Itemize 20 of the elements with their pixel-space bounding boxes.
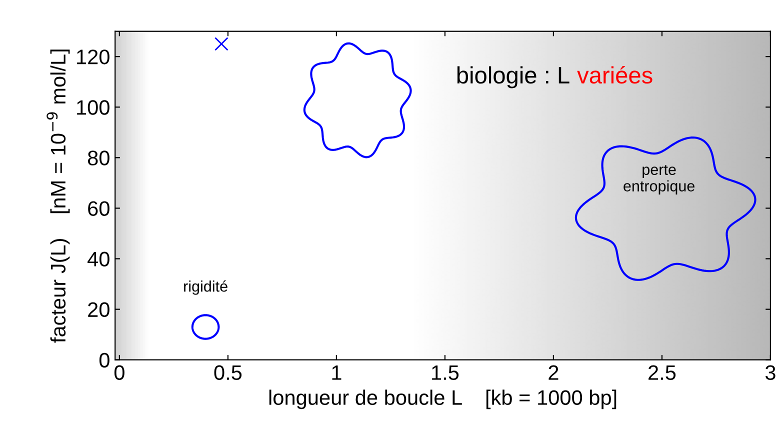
annotation: rigidité xyxy=(184,280,228,295)
x-axis-title: longueur de boucle L [kb = 1000 bp] xyxy=(269,390,616,410)
x-tick-label: 1.5 xyxy=(432,365,459,380)
y-axis-title: facteur J(L) [nM = 10$^{−9}$ mol/L] xyxy=(46,50,70,343)
annotation: biologie : L xyxy=(457,66,570,88)
y-tick-label: 80 xyxy=(88,150,110,166)
x-tick-label: 2 xyxy=(548,365,558,380)
y-tick-label: 0 xyxy=(99,352,110,368)
x-tick-label: 3 xyxy=(765,365,776,380)
x-tick-label: 0.5 xyxy=(214,365,242,380)
y-tick-label: 100 xyxy=(77,100,110,115)
x-tick-label: 2.5 xyxy=(648,365,676,380)
annotation: perte entropique xyxy=(624,164,694,194)
y-tick-label: 20 xyxy=(88,302,110,318)
y-tick-label: 60 xyxy=(88,201,110,216)
y-tick-label: 40 xyxy=(88,252,110,266)
x-tick-label: 1 xyxy=(332,365,342,380)
y-tick-label: 120 xyxy=(77,50,110,64)
annotation: variées xyxy=(577,66,652,84)
x-tick-label: 0 xyxy=(114,365,124,380)
